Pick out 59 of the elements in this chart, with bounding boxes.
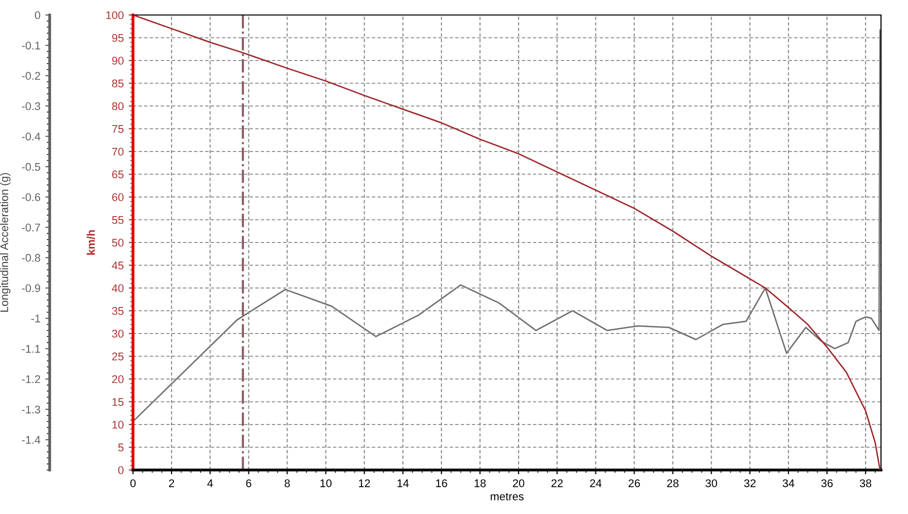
x-axis-title: metres: [490, 493, 524, 500]
y-tick-label: 55: [112, 216, 124, 224]
y-tick-label: 70: [112, 148, 124, 156]
y-tick-label: 75: [112, 125, 124, 133]
x-tick-label: 12: [359, 479, 370, 488]
x-tick-label: 10: [320, 479, 332, 488]
y-tick-label: 20: [112, 375, 124, 384]
y2-tick-label: -0.6: [22, 193, 40, 202]
y2-tick-label: -1: [31, 314, 40, 322]
y-tick-label: 100: [106, 11, 124, 20]
x-tick-label: 14: [398, 479, 409, 488]
x-tick-label: 28: [667, 479, 678, 488]
x-tick-label: 32: [744, 479, 756, 488]
y-tick-label: 85: [112, 80, 124, 88]
x-tick-label: 22: [552, 479, 563, 488]
y-tick-label: 0: [118, 466, 124, 474]
y-tick-label: 90: [112, 56, 124, 65]
y2-tick-label: 0: [34, 11, 40, 20]
y-tick-label: 50: [112, 238, 124, 247]
y-tick-label: 80: [112, 102, 124, 110]
x-tick-label: 0: [130, 479, 136, 488]
x-tick-label: 6: [246, 479, 252, 488]
x-tick-label: 38: [860, 479, 872, 488]
y-tick-label: 25: [112, 352, 124, 360]
y-tick-label: 5: [118, 444, 124, 452]
x-tick-label: 34: [782, 479, 794, 488]
y2-tick-label: -0.1: [22, 42, 40, 50]
y-tick-label: 95: [112, 34, 124, 42]
y2-tick-label: -0.7: [22, 224, 40, 232]
y2-tick-label: -0.4: [22, 132, 40, 140]
y-axis-title: km/h: [86, 230, 96, 255]
x-tick-label: 20: [512, 479, 524, 488]
x-tick-label: 26: [628, 479, 640, 488]
y-tick-label: 60: [112, 193, 124, 202]
y-tick-label: 35: [112, 307, 124, 315]
x-tick-label: 4: [207, 479, 213, 488]
y2-tick-label: -0.9: [22, 284, 40, 292]
x-tick-label: 8: [284, 479, 290, 488]
y2-tick-label: -1.2: [22, 375, 40, 384]
y-tick-label: 40: [112, 284, 124, 292]
x-tick-label: 16: [436, 479, 448, 488]
x-tick-label: 30: [706, 479, 718, 488]
y-tick-label: 45: [112, 262, 124, 270]
y2-tick-label: -1.3: [22, 406, 40, 414]
y2-tick-label: -1.4: [22, 436, 40, 444]
y2-tick-label: -0.8: [22, 254, 40, 262]
x-tick-label: 36: [821, 479, 833, 488]
x-tick-label: 2: [169, 479, 174, 488]
y-tick-label: 10: [112, 420, 124, 429]
y-tick-label: 30: [112, 330, 124, 338]
y-tick-label: 65: [112, 170, 124, 178]
y-tick-label: 15: [112, 398, 124, 406]
x-tick-label: 24: [590, 479, 602, 488]
x-tick-label: 18: [474, 479, 486, 488]
y2-tick-label: -0.2: [22, 72, 40, 80]
y2-tick-label: -1.1: [22, 345, 40, 353]
y2-tick-label: -0.5: [22, 162, 40, 171]
y2-tick-label: -0.3: [22, 102, 40, 110]
y2-axis-title: Longitudinal Acceleration (g): [0, 173, 10, 312]
